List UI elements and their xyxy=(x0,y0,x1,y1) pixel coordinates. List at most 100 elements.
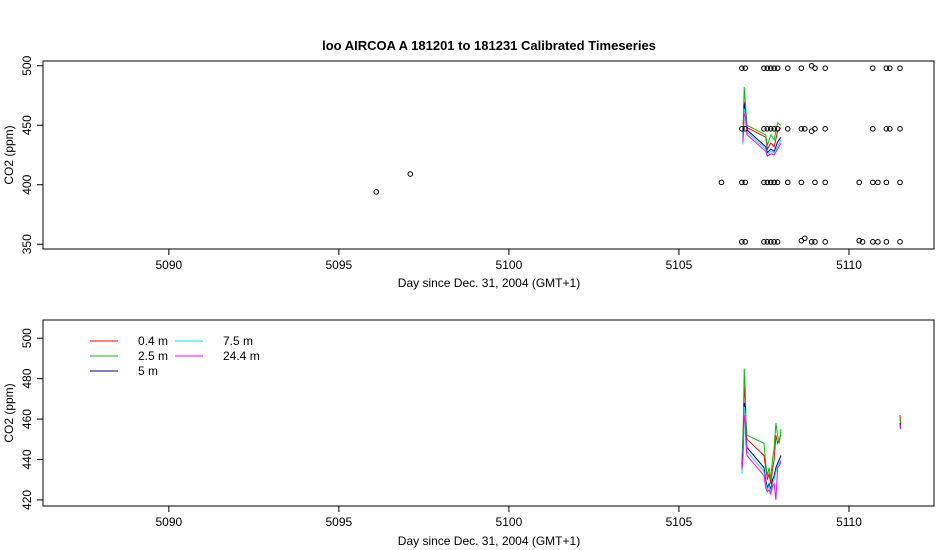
legend: 0.4 m2.5 m5 m 7.5 m24.4 m xyxy=(90,334,260,378)
data-point xyxy=(761,239,767,245)
x-tick-label: 5110 xyxy=(836,515,862,529)
data-point xyxy=(875,179,881,186)
data-point xyxy=(739,65,745,71)
y-tick-label: 420 xyxy=(20,490,34,510)
series-line-24-4-m xyxy=(742,113,782,157)
y-tick-label: 480 xyxy=(20,368,34,388)
data-point xyxy=(764,65,771,71)
data-point xyxy=(856,237,862,244)
top-series-lines xyxy=(742,87,782,157)
data-point xyxy=(812,239,818,245)
x-tick-label: 5090 xyxy=(155,515,182,529)
top-x-axis-label: Day since Dec. 31, 2004 (GMT+1) xyxy=(398,276,580,290)
data-point xyxy=(742,65,749,71)
y-tick-label: 350 xyxy=(20,234,34,254)
bottom-y-axis: 420 440 460 480 500 xyxy=(20,328,43,510)
bottom-series-lines xyxy=(741,368,902,500)
data-point xyxy=(822,126,828,132)
y-tick-label: 500 xyxy=(20,55,34,75)
data-point xyxy=(883,179,890,186)
data-point xyxy=(739,126,745,132)
data-point xyxy=(897,179,903,186)
x-tick-label: 5100 xyxy=(496,258,523,272)
top-y-axis-label: CO2 (ppm) xyxy=(2,125,16,184)
x-tick-label: 5090 xyxy=(155,258,182,272)
data-point xyxy=(739,239,745,245)
series-line-2-5-m xyxy=(741,368,782,480)
x-tick-label: 5095 xyxy=(326,515,353,529)
data-point xyxy=(742,239,749,245)
data-point xyxy=(774,65,781,71)
data-point xyxy=(801,126,808,132)
data-point xyxy=(801,235,808,242)
data-point xyxy=(784,65,791,71)
data-point xyxy=(856,179,862,186)
data-point xyxy=(764,239,771,245)
bottom-y-axis-label: CO2 (ppm) xyxy=(2,383,16,442)
data-point xyxy=(742,179,749,186)
data-point xyxy=(886,126,893,132)
x-tick-label: 5105 xyxy=(666,258,693,272)
data-point xyxy=(373,189,380,195)
data-point xyxy=(869,126,876,132)
data-point xyxy=(875,239,881,245)
data-point xyxy=(869,65,876,71)
data-point xyxy=(822,65,828,71)
data-point xyxy=(774,126,781,132)
data-point xyxy=(859,239,866,245)
x-tick-label: 5110 xyxy=(836,258,862,272)
bottom-plot-frame xyxy=(42,319,935,507)
top-plot-frame xyxy=(42,60,935,250)
top-y-axis: 350 400 450 500 xyxy=(20,55,43,254)
data-point xyxy=(771,239,777,245)
data-point xyxy=(812,179,818,186)
legend-label: 5 m xyxy=(138,364,158,378)
series-line-24-4-m xyxy=(899,425,902,430)
data-point xyxy=(761,65,767,71)
bottom-panel: 5090 5095 5100 5105 5110 420 440 460 480 500 Day… xyxy=(2,319,935,548)
data-point xyxy=(767,65,774,71)
series-line-24-4-m xyxy=(741,414,782,500)
data-point xyxy=(897,239,903,245)
legend-label: 0.4 m xyxy=(138,334,168,348)
data-point xyxy=(771,65,777,71)
data-point xyxy=(798,126,805,132)
data-point xyxy=(798,179,805,186)
data-point xyxy=(812,65,818,71)
data-point xyxy=(812,126,818,132)
legend-label: 2.5 m xyxy=(138,349,168,363)
legend-label: 24.4 m xyxy=(223,349,260,363)
top-panel: loo AIRCOA A 181201 to 181231 Calibrated… xyxy=(2,38,935,290)
data-point xyxy=(774,179,781,186)
data-point xyxy=(774,239,781,245)
data-point xyxy=(718,179,725,186)
y-tick-label: 400 xyxy=(20,174,34,194)
data-point xyxy=(761,179,767,186)
data-point xyxy=(798,65,805,71)
data-point xyxy=(897,126,903,132)
series-line-2-5-m xyxy=(742,87,782,146)
x-tick-label: 5095 xyxy=(326,258,353,272)
data-point xyxy=(883,126,890,132)
data-point xyxy=(742,126,749,132)
data-point xyxy=(764,179,771,186)
data-point xyxy=(784,126,791,132)
legend-label: 7.5 m xyxy=(223,334,253,348)
y-tick-label: 450 xyxy=(20,115,34,135)
data-point xyxy=(886,65,893,71)
x-tick-label: 5100 xyxy=(496,515,523,529)
y-tick-label: 500 xyxy=(20,328,34,348)
bottom-x-axis-label: Day since Dec. 31, 2004 (GMT+1) xyxy=(398,534,580,548)
data-point xyxy=(761,126,767,132)
data-point xyxy=(739,179,745,186)
data-point xyxy=(808,239,815,245)
data-point xyxy=(897,65,903,71)
data-point xyxy=(767,126,774,132)
data-point xyxy=(883,65,890,71)
top-scatter-points xyxy=(373,62,903,245)
bottom-x-axis: 5090 5095 5100 5105 5110 xyxy=(155,506,862,529)
data-point xyxy=(784,179,791,186)
series-line-7-5-m xyxy=(741,406,782,492)
top-x-axis: 5090 5095 5100 5105 5110 xyxy=(155,249,862,272)
data-point xyxy=(767,239,774,245)
